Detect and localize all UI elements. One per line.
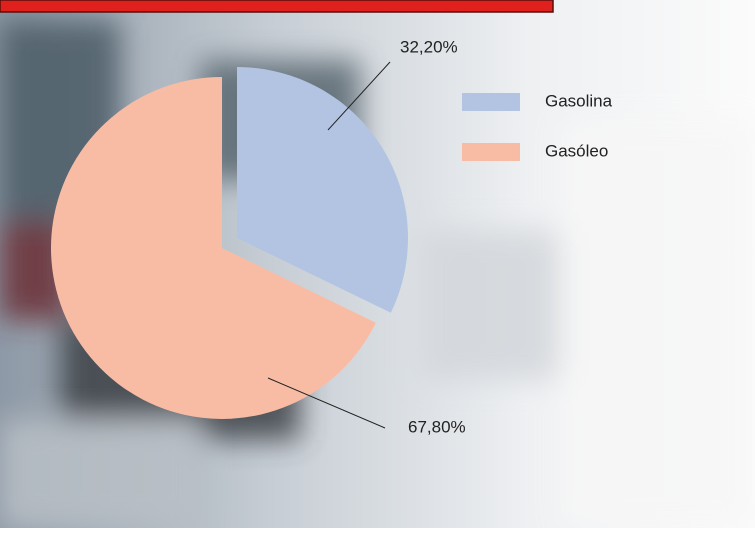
page: 32,20%67,80%GasolinaGasóleo (() => { con… bbox=[0, 0, 755, 533]
legend-swatch bbox=[462, 143, 520, 161]
value-label: 32,20% bbox=[400, 37, 458, 56]
chart: 32,20% 67,80% Gasolina Gasóleo bbox=[0, 0, 755, 528]
legend-swatch bbox=[462, 93, 520, 111]
header-bar bbox=[0, 0, 553, 12]
legend-label: Gasóleo bbox=[545, 141, 608, 160]
legend-label: Gasolina bbox=[545, 91, 613, 110]
value-label: 67,80% bbox=[408, 417, 466, 436]
